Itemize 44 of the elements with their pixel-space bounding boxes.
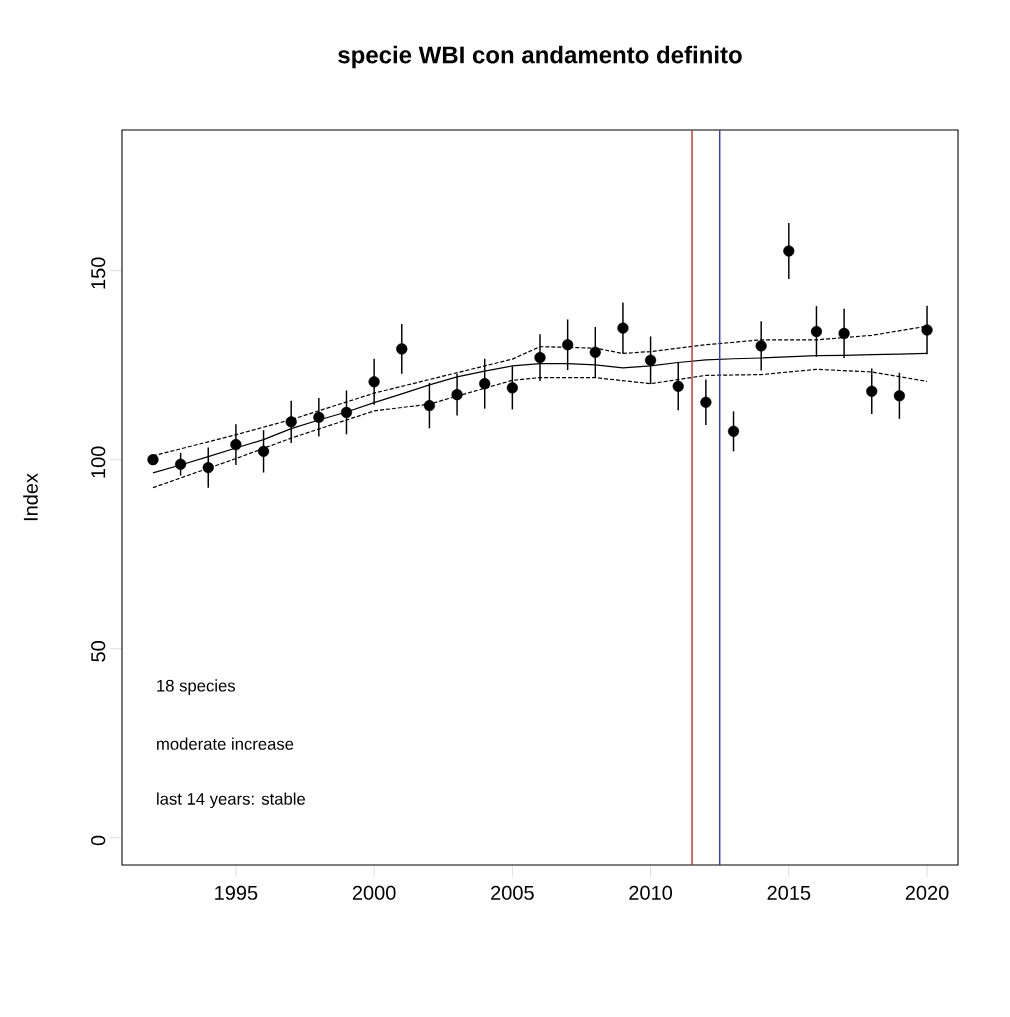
point (175, 458, 187, 470)
point (257, 445, 270, 457)
point (700, 396, 712, 408)
point (589, 346, 601, 358)
x-tick-label: 2015 (767, 885, 811, 900)
point (534, 351, 546, 364)
point (810, 325, 823, 338)
annotation: last 14 years: stable (157, 792, 305, 809)
point (202, 462, 214, 474)
annotation: 18 species (157, 679, 236, 695)
point (423, 400, 436, 412)
point (313, 411, 325, 423)
point (921, 324, 933, 336)
x-tick-label: 1995 (215, 885, 258, 900)
point (866, 385, 878, 397)
point (396, 343, 408, 355)
x-tick-label: 2000 (352, 885, 396, 900)
annotation: moderate increase (157, 737, 294, 750)
chart-title: specie WBI con andamento definito (338, 45, 742, 69)
point (838, 327, 850, 339)
point (506, 382, 518, 394)
point (479, 378, 491, 390)
point (285, 416, 297, 428)
y-tick-label: 100 (91, 446, 106, 478)
point (340, 406, 353, 419)
y-axis-title: Index (23, 473, 38, 521)
point (755, 340, 767, 352)
point (783, 245, 795, 257)
point (893, 390, 905, 402)
x-tick-label: 2020 (905, 885, 949, 900)
y-tick-label: 0 (91, 835, 106, 846)
point (147, 454, 159, 466)
point (644, 354, 657, 366)
point (562, 339, 574, 351)
y-tick-label: 50 (91, 641, 106, 662)
x-tick-label: 2010 (629, 885, 673, 900)
x-tick-label: 2005 (491, 885, 534, 900)
point (727, 425, 740, 437)
point (617, 322, 629, 334)
y-tick-label: 150 (91, 257, 106, 289)
point (451, 389, 463, 401)
point (230, 438, 242, 451)
point (368, 376, 380, 388)
point (672, 380, 684, 392)
